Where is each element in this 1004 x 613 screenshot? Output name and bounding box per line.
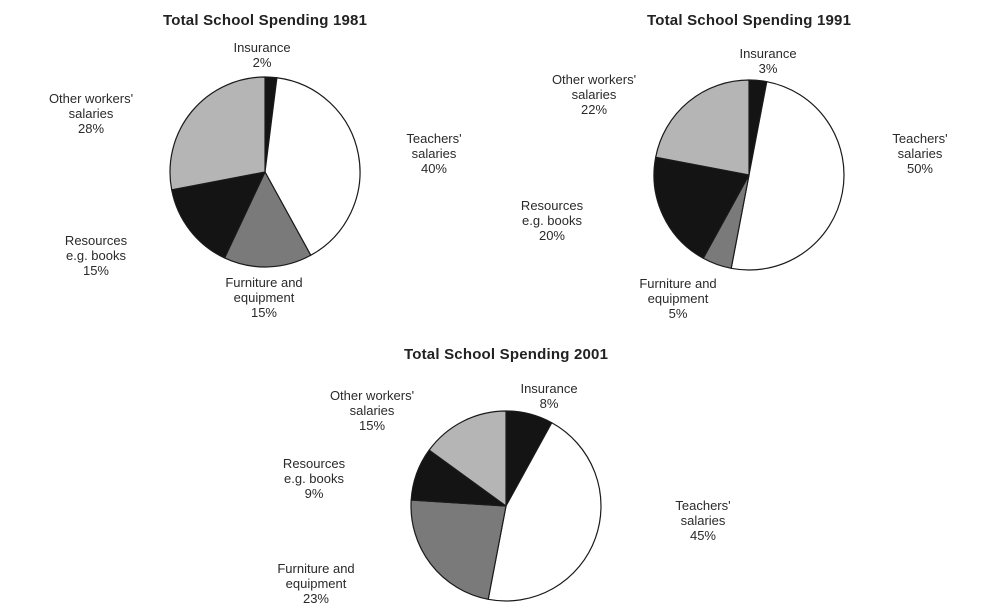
slice-value-label: 45% [689, 528, 717, 543]
slice-label: Resources e.g. books 9% [283, 456, 345, 501]
pie-slice [655, 79, 750, 176]
slice-value-label: 40% [420, 161, 448, 176]
slice-name-line: Insurance [520, 381, 578, 396]
slice-label: Insurance 3% [739, 46, 796, 76]
slice-label: Insurance 8% [520, 381, 577, 411]
slice-name-line: Furniture and [277, 561, 355, 576]
slice-name-line: salaries [411, 146, 457, 161]
slice-label: Resources e.g. books 15% [65, 233, 127, 278]
slice-name-line: e.g. books [521, 213, 582, 228]
slice-value-label: 20% [538, 228, 566, 243]
pie-slice [410, 499, 507, 600]
slice-name-line: salaries [68, 106, 114, 121]
pie-svg [410, 410, 602, 602]
slice-value-label: 22% [580, 102, 608, 117]
pie-svg [169, 76, 361, 268]
slice-value-label: 50% [906, 161, 934, 176]
slice-label: Teachers' salaries 50% [892, 131, 947, 176]
pie-slice [653, 156, 750, 259]
pie-slice [171, 171, 266, 259]
slice-name-line: Resources [64, 233, 128, 248]
slice-name-line: salaries [349, 403, 395, 418]
slice-name-line: e.g. books [65, 248, 126, 263]
slice-name-line: Resources [520, 198, 584, 213]
slice-name-line: salaries [680, 513, 726, 528]
slice-name-line: e.g. books [283, 471, 344, 486]
slice-value-label: 23% [302, 591, 330, 606]
slice-name-line: Teachers' [406, 131, 462, 146]
pie-slice [223, 171, 312, 268]
slice-value-label: 3% [758, 61, 778, 76]
slice-value-label: 15% [82, 263, 110, 278]
slice-name-line: Teachers' [675, 498, 731, 513]
slice-value-label: 2% [252, 55, 272, 70]
slice-name-line: Other workers' [551, 72, 637, 87]
slice-name-line: equipment [647, 291, 709, 306]
slice-label: Resources e.g. books 20% [521, 198, 583, 243]
slice-name-line: Other workers' [329, 388, 415, 403]
slice-name-line: Teachers' [892, 131, 948, 146]
slice-value-label: 15% [358, 418, 386, 433]
slice-label: Other workers' salaries 15% [330, 388, 414, 433]
slice-value-label: 5% [668, 306, 688, 321]
slice-label: Other workers' salaries 22% [552, 72, 636, 117]
pie-slice [428, 410, 507, 507]
slice-value-label: 8% [539, 396, 559, 411]
slice-name-line: Other workers' [48, 91, 134, 106]
pie-svg [653, 79, 845, 271]
slice-name-line: Insurance [233, 40, 291, 55]
slice-name-line: Resources [282, 456, 346, 471]
slice-name-line: salaries [897, 146, 943, 161]
slice-label: Furniture and equipment 15% [225, 275, 302, 320]
slice-name-line: equipment [285, 576, 347, 591]
chart-title: Total School Spending 1991 [647, 12, 852, 29]
slice-name-line: equipment [233, 290, 295, 305]
chart-title: Total School Spending 1981 [163, 12, 368, 29]
pie-slice [487, 422, 602, 602]
pie-slice [264, 77, 361, 256]
slice-label: Teachers' salaries 40% [406, 131, 461, 176]
slice-label: Furniture and equipment 5% [639, 276, 716, 321]
slice-name-line: Insurance [739, 46, 797, 61]
slice-name-line: Furniture and [225, 275, 303, 290]
slice-label: Insurance 2% [233, 40, 290, 70]
slice-name-line: Furniture and [639, 276, 717, 291]
pie-slice [169, 76, 266, 191]
slice-value-label: 9% [304, 486, 324, 501]
slice-value-label: 28% [77, 121, 105, 136]
slice-label: Other workers' salaries 28% [49, 91, 133, 136]
chart-title: Total School Spending 2001 [404, 346, 609, 363]
slice-name-line: salaries [571, 87, 617, 102]
slice-value-label: 15% [250, 305, 278, 320]
slice-label: Teachers' salaries 45% [675, 498, 730, 543]
slice-label: Furniture and equipment 23% [277, 561, 354, 606]
pie-slice [730, 81, 845, 271]
